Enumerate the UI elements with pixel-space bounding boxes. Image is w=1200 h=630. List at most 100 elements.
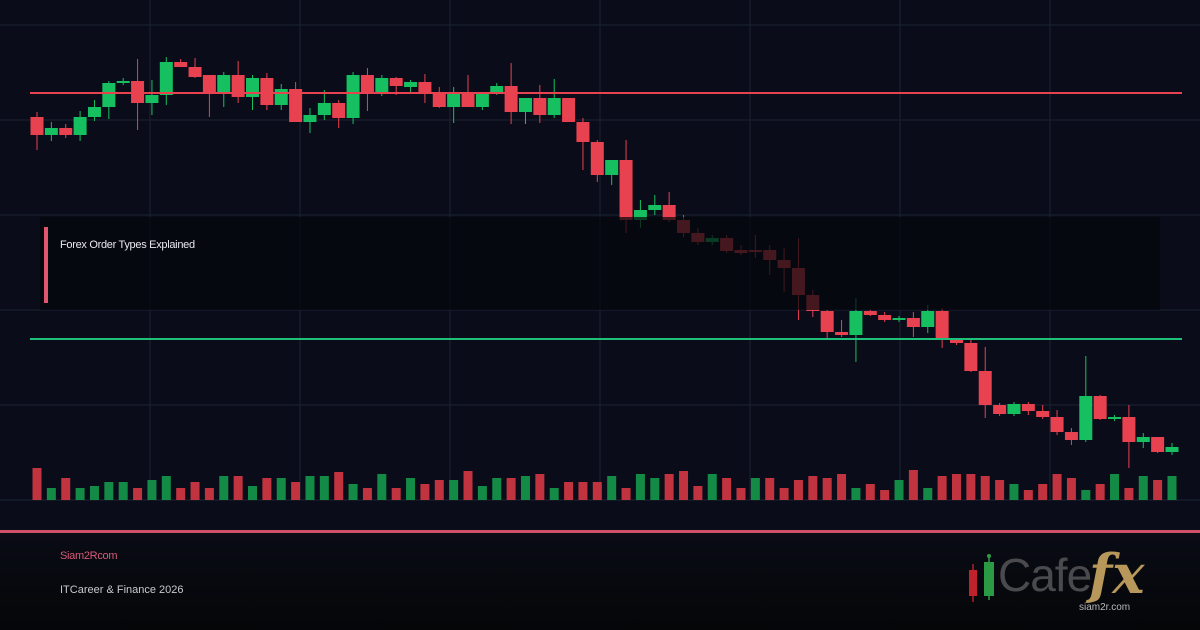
volume-bar (793, 480, 803, 500)
footer: Siam2Rcom ITCareer & Finance 2026 Cafe f… (0, 530, 1200, 630)
candle-body (576, 122, 590, 142)
volume-bar (736, 488, 746, 500)
candle (202, 75, 216, 117)
candle (533, 85, 547, 123)
candle (1021, 402, 1035, 415)
volume-bar (176, 488, 186, 500)
volume-bar (219, 476, 229, 500)
volume-bar (133, 488, 143, 500)
volume-bar (506, 478, 516, 500)
candle-body (547, 98, 561, 115)
candle-body (289, 89, 303, 122)
candle-logo-icon (969, 554, 994, 602)
candle-body (605, 160, 619, 175)
candle-body (949, 338, 963, 343)
volume-bar (1009, 484, 1019, 500)
volume-bar (592, 482, 602, 500)
candle-body (432, 92, 446, 107)
volume-bar (1052, 474, 1062, 500)
logo-text-fx: fx (1089, 542, 1145, 606)
candle (820, 310, 834, 340)
candle-body (217, 75, 231, 93)
candle (892, 316, 906, 322)
candle (274, 84, 288, 110)
title-accent-bar (44, 227, 48, 303)
volume-bar (607, 476, 617, 500)
volume-bar (621, 488, 631, 500)
brand-name: Siam2Rcom (60, 550, 118, 562)
candle-body (332, 103, 346, 118)
candle-body (648, 205, 662, 210)
volume-bar (822, 478, 832, 500)
candle (289, 82, 303, 122)
candle-body (921, 311, 935, 327)
candle-body (1165, 447, 1179, 452)
candle (964, 340, 978, 372)
candle-body (418, 82, 432, 93)
candle (317, 90, 331, 120)
candle-body (231, 75, 245, 97)
candle-body (202, 75, 216, 93)
candle-body (59, 128, 73, 135)
candle-body (633, 210, 647, 220)
candle (1108, 415, 1122, 421)
candle-body (849, 311, 863, 335)
candle-body (1064, 432, 1078, 440)
candle-body (461, 93, 475, 107)
volume-bar (334, 472, 344, 500)
candle-body (978, 371, 992, 405)
candle-body (662, 205, 676, 220)
candle-body (835, 332, 849, 335)
volume-bar (75, 488, 85, 500)
candle-body (102, 83, 116, 107)
volume-bar (908, 470, 918, 500)
volume-bar (104, 482, 114, 500)
volume-bar (894, 480, 904, 500)
candle (217, 72, 231, 107)
candle-body (30, 117, 44, 135)
candle-body (490, 86, 504, 93)
candle (159, 57, 173, 105)
volume-bar (1138, 476, 1148, 500)
candle-body (188, 67, 202, 77)
candle-body (590, 142, 604, 175)
volume-bar (578, 482, 588, 500)
candle-body (533, 98, 547, 115)
volume-bar (46, 488, 56, 500)
volume-bar (880, 490, 890, 500)
volume-bar (966, 474, 976, 500)
volume-bar (291, 482, 301, 500)
volume-bar (564, 482, 574, 500)
volume-bar (1095, 484, 1105, 500)
candle (1093, 395, 1107, 420)
title-overlay: Forex Order Types Explained (40, 217, 1160, 310)
volume-bar (319, 476, 329, 500)
candle-body (1093, 396, 1107, 419)
candle-body (964, 343, 978, 371)
candle-body (1050, 417, 1064, 432)
volume-bar (808, 476, 818, 500)
volume-bar (765, 478, 775, 500)
candle-body (87, 107, 101, 117)
volume-bar (707, 474, 717, 500)
candle-body (475, 93, 489, 107)
candle (1136, 433, 1150, 448)
candle-body (1151, 437, 1165, 452)
candle (1007, 402, 1021, 416)
candle-body (346, 75, 360, 118)
volume-bar (865, 484, 875, 500)
candle-body (73, 117, 87, 135)
volume-bar (937, 476, 947, 500)
candle-body (389, 78, 403, 86)
volume-bar (851, 488, 861, 500)
candle (59, 124, 73, 138)
volume-bar (1038, 484, 1048, 500)
candle-body (993, 405, 1007, 414)
candle (231, 61, 245, 103)
candle-body (159, 62, 173, 95)
volume-bar (520, 476, 530, 500)
volume-bar (750, 478, 760, 500)
volume-bar (679, 471, 689, 500)
volume-bar (406, 478, 416, 500)
volume-bar (549, 488, 559, 500)
